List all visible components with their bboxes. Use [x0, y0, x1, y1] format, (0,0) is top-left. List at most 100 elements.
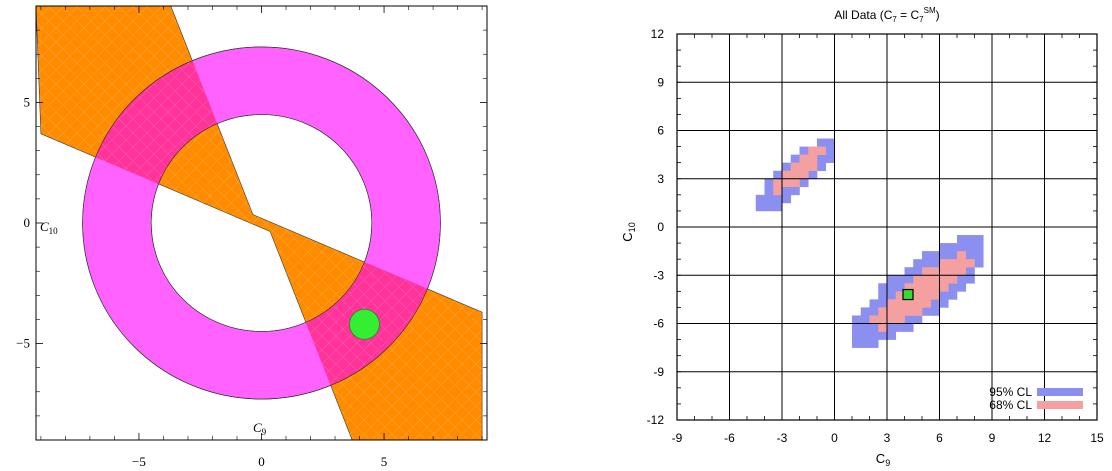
cl-cell [965, 259, 975, 268]
cl-cell [773, 186, 783, 196]
cl-cell [887, 307, 897, 316]
cl-cell [869, 323, 879, 332]
left-plot-regions [36, 6, 483, 440]
left-y-axis-label: C10 [40, 219, 58, 236]
cl-cell [852, 323, 862, 332]
cl-cell [764, 178, 774, 188]
cl-cell [913, 275, 923, 284]
cl-cell [939, 259, 949, 268]
y-tick-label: −5 [16, 336, 30, 351]
cl-cell [878, 291, 888, 300]
legend-label: 95% CL [989, 385, 1032, 399]
cl-cell [913, 267, 923, 276]
legend-swatch [1037, 388, 1083, 396]
right-x-axis-label: C9 [876, 451, 890, 468]
right-chart-title: All Data (C7 = C7SM) [834, 6, 939, 24]
cl-cell [922, 275, 932, 284]
y-tick-label: -12 [647, 413, 665, 427]
cl-cell [799, 170, 809, 180]
y-tick-label: 9 [657, 75, 664, 89]
cl-cell [878, 283, 888, 292]
x-tick-label: 15 [1090, 431, 1104, 445]
cl-cell [869, 315, 879, 324]
cl-cell [817, 146, 827, 155]
cl-cell [782, 186, 792, 196]
x-tick-label: 9 [989, 431, 996, 445]
cl-cell [939, 283, 949, 292]
cl-cell [904, 283, 914, 292]
cl-cell [895, 307, 905, 316]
cl-cell [939, 243, 949, 252]
cl-cell [799, 146, 809, 155]
cl-cell [887, 299, 897, 308]
cl-cell [930, 283, 940, 292]
cl-cell [773, 202, 783, 212]
cl-cell [930, 251, 940, 260]
cl-cell [860, 331, 870, 340]
left-x-axis-label: C9 [253, 420, 267, 437]
cl-cell [957, 283, 967, 292]
cl-cell [957, 251, 967, 260]
cl-cell [922, 267, 932, 276]
cl-cell [957, 259, 967, 268]
cl-cell [974, 243, 984, 252]
cl-cell [860, 307, 870, 316]
cl-cell [764, 194, 774, 204]
cl-cell [904, 315, 914, 324]
cl-cell [957, 235, 967, 244]
cl-region-68 [773, 146, 975, 332]
cl-cell [974, 259, 984, 268]
left-ticks [36, 5, 487, 441]
cl-cell [913, 291, 923, 300]
cl-cell [869, 299, 879, 308]
best-fit-point [349, 308, 380, 340]
cl-cell [948, 275, 958, 284]
cl-cell [808, 146, 818, 155]
cl-cell [930, 275, 940, 284]
cl-cell [799, 178, 809, 188]
cl-cell [922, 283, 932, 292]
cl-cell [948, 283, 958, 292]
cl-cell [939, 275, 949, 284]
cl-cell [904, 299, 914, 308]
y-tick-label: 3 [657, 172, 664, 186]
cl-cell [869, 307, 879, 316]
cl-cell [799, 154, 809, 163]
cl-cell [913, 315, 923, 324]
y-tick-label: -6 [653, 317, 664, 331]
cl-cell [948, 291, 958, 300]
right-y-axis-label: C10 [620, 222, 637, 241]
x-tick-label: -9 [672, 431, 683, 445]
cl-cell [904, 307, 914, 316]
cl-cell [948, 259, 958, 268]
cl-cell [922, 307, 932, 316]
cl-cell [913, 299, 923, 308]
x-tick-label: 6 [936, 431, 943, 445]
cl-cell [922, 259, 932, 268]
cl-cell [887, 275, 897, 284]
x-tick-label: −5 [132, 454, 146, 469]
cl-cell [948, 251, 958, 260]
cl-cell [860, 315, 870, 324]
cl-cell [887, 315, 897, 324]
x-tick-label: 5 [381, 454, 388, 469]
cl-cell [965, 267, 975, 276]
cl-cell [974, 235, 984, 244]
cl-cell [852, 331, 862, 340]
cl-cell [965, 235, 975, 244]
cl-cell [790, 170, 800, 180]
cl-cell [895, 315, 905, 324]
cl-cell [790, 154, 800, 163]
cl-cell [755, 202, 765, 212]
cl-cell [782, 194, 792, 204]
cl-cell [887, 331, 897, 340]
best-fit-point [902, 288, 914, 301]
cl-cell [939, 299, 949, 308]
cl-cell [869, 331, 879, 340]
legend-label: 68% CL [989, 398, 1032, 412]
cl-cell [782, 162, 792, 172]
x-tick-label: -6 [724, 431, 735, 445]
y-tick-label: 0 [24, 215, 31, 230]
cl-cell [782, 170, 792, 180]
